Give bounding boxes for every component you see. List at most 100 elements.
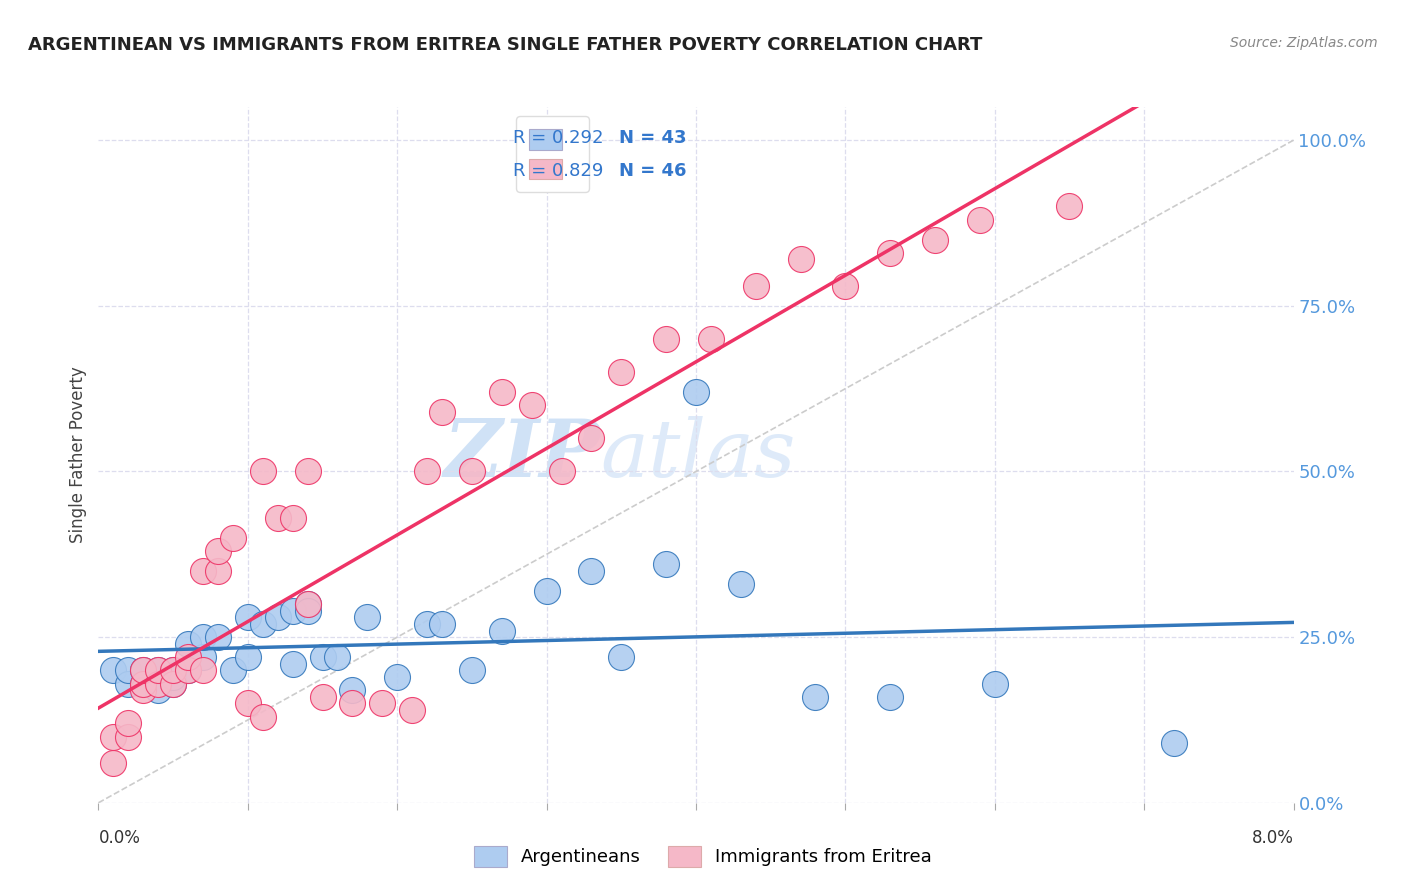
Point <box>132 676 155 690</box>
Point <box>162 670 184 684</box>
Point <box>252 465 274 479</box>
Point <box>117 730 139 744</box>
Point <box>117 663 139 677</box>
Point <box>297 465 319 479</box>
Point <box>700 332 723 346</box>
Point <box>1163 736 1185 750</box>
Text: 0.0%: 0.0% <box>98 829 141 847</box>
Point <box>252 616 274 631</box>
Point <box>222 663 245 677</box>
Point <box>297 597 319 611</box>
Point <box>536 583 558 598</box>
Point <box>117 676 139 690</box>
Point <box>162 676 184 690</box>
Point <box>177 663 200 677</box>
Point <box>162 663 184 677</box>
Point <box>281 511 304 525</box>
Point <box>252 709 274 723</box>
Point <box>1059 199 1081 213</box>
Point <box>103 756 125 770</box>
Point <box>177 637 200 651</box>
Point <box>342 683 364 698</box>
Point <box>103 663 125 677</box>
Point <box>879 690 901 704</box>
Point <box>730 577 752 591</box>
Point <box>148 676 170 690</box>
Point <box>177 663 200 677</box>
Text: ARGENTINEAN VS IMMIGRANTS FROM ERITREA SINGLE FATHER POVERTY CORRELATION CHART: ARGENTINEAN VS IMMIGRANTS FROM ERITREA S… <box>28 36 983 54</box>
Point <box>311 690 333 704</box>
Point <box>655 332 678 346</box>
Point <box>461 465 484 479</box>
Text: Source: ZipAtlas.com: Source: ZipAtlas.com <box>1230 36 1378 50</box>
Point <box>356 610 378 624</box>
Point <box>222 531 245 545</box>
Point <box>430 405 453 419</box>
Point <box>191 650 214 665</box>
Point <box>191 630 214 644</box>
Point <box>132 676 155 690</box>
Point <box>430 616 453 631</box>
Point <box>297 604 319 618</box>
Point <box>610 365 633 379</box>
Point <box>148 663 170 677</box>
Point <box>581 431 603 445</box>
Point <box>162 676 184 690</box>
Text: R = 0.829: R = 0.829 <box>513 162 603 180</box>
Point <box>416 616 439 631</box>
Point <box>550 465 572 479</box>
Point <box>804 690 827 704</box>
Point <box>371 697 394 711</box>
Point <box>416 465 439 479</box>
Point <box>834 279 856 293</box>
Point <box>207 564 229 578</box>
Point <box>117 716 139 731</box>
Point <box>236 610 259 624</box>
Point <box>162 663 184 677</box>
Point <box>326 650 349 665</box>
Point <box>610 650 633 665</box>
Legend: , : , <box>516 116 589 192</box>
Point <box>655 558 678 572</box>
Point <box>311 650 333 665</box>
Point <box>924 233 946 247</box>
Point <box>461 663 484 677</box>
Point <box>491 624 513 638</box>
Point <box>191 663 214 677</box>
Legend: Argentineans, Immigrants from Eritrea: Argentineans, Immigrants from Eritrea <box>467 838 939 874</box>
Point <box>685 384 707 399</box>
Point <box>879 245 901 260</box>
Point <box>207 630 229 644</box>
Point <box>236 650 259 665</box>
Text: atlas: atlas <box>600 417 796 493</box>
Point <box>401 703 423 717</box>
Point <box>132 663 155 677</box>
Point <box>789 252 811 267</box>
Point <box>207 544 229 558</box>
Point <box>132 683 155 698</box>
Text: N = 46: N = 46 <box>619 162 686 180</box>
Point <box>385 670 409 684</box>
Point <box>281 657 304 671</box>
Point <box>267 511 290 525</box>
Point <box>267 610 290 624</box>
Point <box>581 564 603 578</box>
Point <box>969 212 991 227</box>
Y-axis label: Single Father Poverty: Single Father Poverty <box>69 367 87 543</box>
Point <box>281 604 304 618</box>
Point <box>148 683 170 698</box>
Point <box>491 384 513 399</box>
Point <box>191 564 214 578</box>
Point <box>984 676 1007 690</box>
Point <box>520 398 543 412</box>
Point <box>103 730 125 744</box>
Point <box>342 697 364 711</box>
Text: 8.0%: 8.0% <box>1251 829 1294 847</box>
Text: ZIP: ZIP <box>443 417 600 493</box>
Point <box>148 663 170 677</box>
Point <box>177 650 200 665</box>
Text: N = 43: N = 43 <box>619 129 686 147</box>
Text: R = 0.292: R = 0.292 <box>513 129 603 147</box>
Point <box>236 697 259 711</box>
Point <box>132 663 155 677</box>
